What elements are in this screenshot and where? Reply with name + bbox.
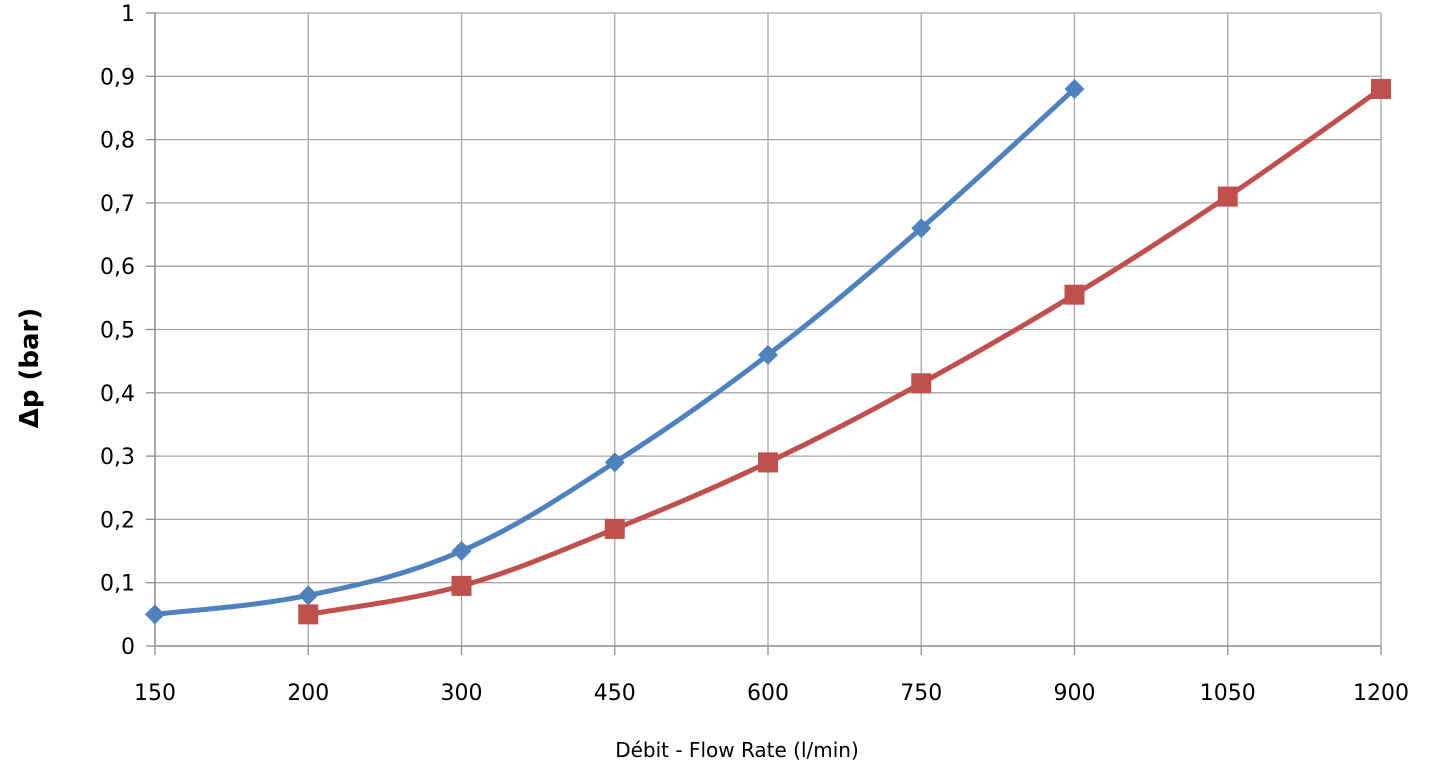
data-point — [1371, 78, 1391, 99]
x-tick-label: 600 — [747, 681, 789, 706]
y-tick-label: 0,2 — [100, 508, 135, 533]
x-tick-label: 1200 — [1353, 681, 1409, 706]
tick-labels: 0 0,1 0,2 0,3 0,4 0,5 0,6 0,7 0,8 0,9 1 150 200 300 45… — [100, 2, 1409, 706]
data-point — [758, 344, 778, 365]
x-tick-label: 1050 — [1200, 681, 1256, 706]
x-tick-label: 900 — [1054, 681, 1096, 706]
x-tick-label: 150 — [134, 681, 176, 706]
y-tick-label: 0,8 — [100, 129, 135, 154]
data-point — [298, 585, 319, 606]
series-1 — [145, 78, 1085, 625]
y-axis-title: Δp (bar) — [15, 308, 45, 429]
data-point — [451, 541, 472, 562]
x-tick-label: 750 — [900, 681, 942, 706]
data-point — [1217, 186, 1238, 207]
data-point — [145, 604, 165, 625]
y-tick-label: 0,9 — [100, 65, 135, 90]
x-tick-label: 450 — [594, 681, 636, 706]
y-tick-label: 0 — [121, 635, 135, 660]
y-tick-label: 0,7 — [100, 192, 135, 217]
y-tick-label: 0,4 — [100, 382, 135, 407]
y-tick-label: 0,5 — [100, 319, 135, 344]
x-axis-title: Débit - Flow Rate (l/min) — [615, 738, 859, 762]
data-point — [604, 518, 625, 539]
axes — [146, 12, 1382, 655]
y-tick-label: 1 — [121, 2, 135, 27]
y-tick-label: 0,6 — [100, 255, 135, 280]
data-point — [911, 373, 932, 394]
x-tick-label: 300 — [441, 681, 483, 706]
y-tick-label: 0,3 — [100, 445, 135, 470]
series — [145, 78, 1391, 625]
data-point — [1064, 78, 1085, 99]
series-line — [305, 86, 1384, 617]
data-point — [1064, 284, 1085, 305]
x-tick-label: 200 — [287, 681, 329, 706]
series-2 — [298, 78, 1391, 625]
y-tick-label: 0,1 — [100, 572, 135, 597]
data-point — [298, 604, 319, 625]
data-point — [451, 575, 472, 596]
data-point — [604, 452, 625, 473]
data-point — [911, 218, 932, 239]
grid — [155, 12, 1382, 646]
data-point — [758, 452, 778, 473]
